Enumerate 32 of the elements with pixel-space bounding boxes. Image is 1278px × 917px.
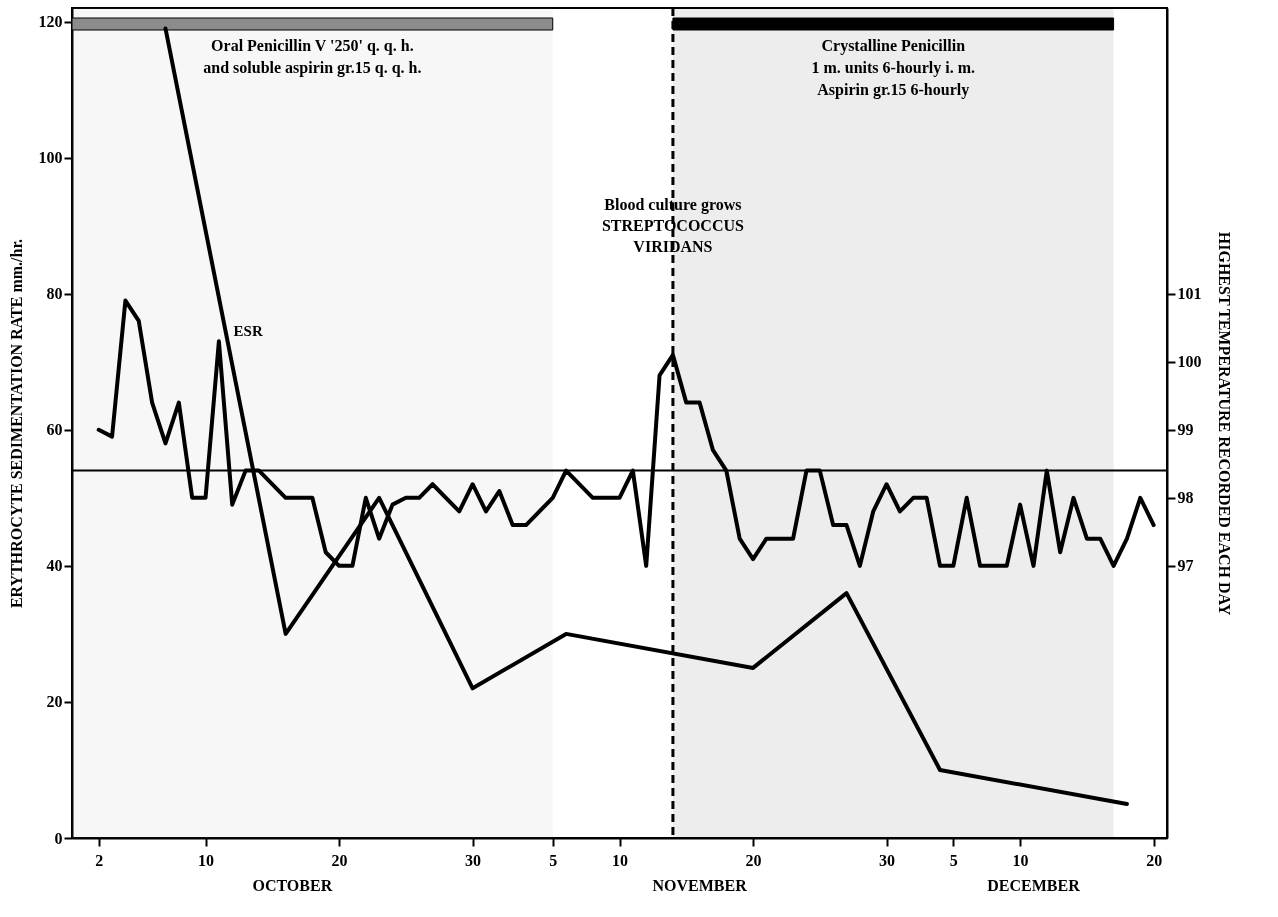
- annotation: Blood culture grows STREPTOCOCCUS VIRIDANS: [601, 196, 744, 256]
- x-tick-label: 2: [95, 851, 104, 869]
- y2-tick-label: 97: [1177, 557, 1194, 575]
- text: NOVEMBER: [652, 877, 748, 894]
- y2-tick-label: 100: [1177, 353, 1202, 371]
- y-tick-label: 60: [46, 421, 63, 439]
- text: OCTOBER: [252, 877, 333, 894]
- x-tick-label: 10: [1012, 851, 1029, 869]
- y-tick-label: 100: [38, 149, 63, 167]
- x-tick-label: 10: [198, 851, 215, 869]
- text: DECEMBER: [987, 877, 1081, 894]
- x-tick-label: 20: [745, 851, 762, 869]
- y-tick-label: 0: [54, 829, 63, 847]
- y-tick-label: 40: [46, 557, 63, 575]
- band-label: Crystalline Penicillin 1 m. units 6-hourly i. m. Aspirin gr.15 6-hourly: [811, 37, 976, 99]
- band-label: Oral Penicillin V '250' q. q. h. and soluble aspirin gr.15 q. q. h.: [203, 37, 422, 77]
- x-tick-label: 5: [549, 851, 558, 869]
- series-label: ESR: [233, 323, 263, 340]
- y2-tick-label: 98: [1177, 489, 1194, 507]
- y-axis-title: ERYTHROCYTE SEDIMENTATION RATE mm./hr.: [7, 238, 25, 609]
- x-tick-label: 5: [949, 851, 958, 869]
- y2-tick-label: 101: [1177, 285, 1202, 303]
- y-tick-label: 80: [46, 285, 63, 303]
- x-tick-label: 10: [612, 851, 628, 869]
- x-tick-label: 20: [1146, 851, 1163, 869]
- y2-tick-label: 99: [1177, 421, 1194, 439]
- y2-axis-title: HIGHEST TEMPERATURE RECORDED EACH DAY: [1215, 231, 1233, 616]
- x-tick-label: 30: [879, 851, 896, 869]
- x-tick-label: 20: [331, 851, 348, 869]
- x-tick-label: 30: [465, 851, 482, 869]
- y-tick-label: 120: [38, 13, 63, 31]
- y-tick-label: 20: [46, 693, 63, 711]
